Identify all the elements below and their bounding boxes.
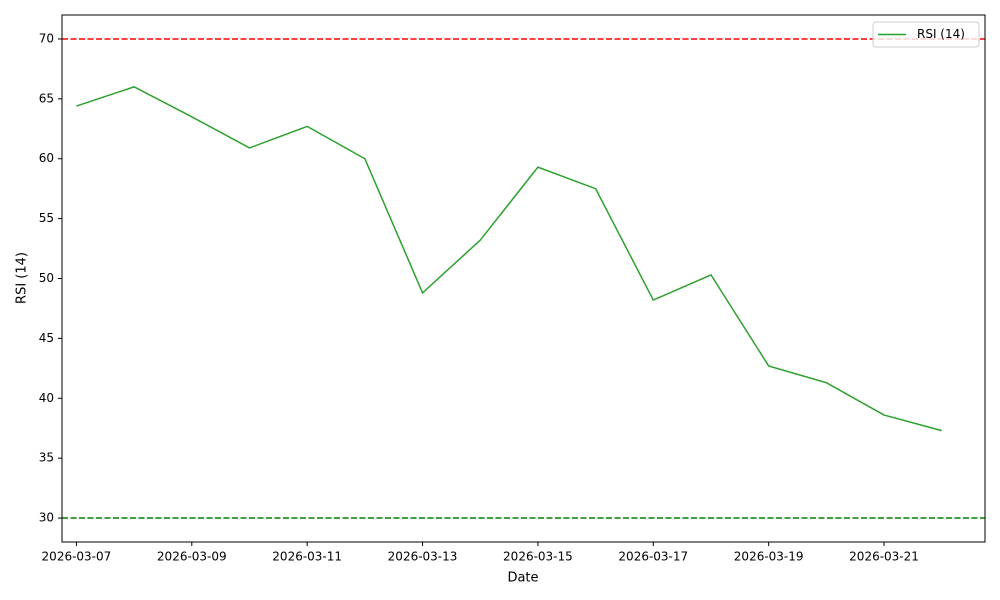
x-tick-label: 2026-03-19	[734, 550, 804, 564]
x-tick-label: 2026-03-15	[503, 550, 573, 564]
y-tick-label: 65	[39, 91, 54, 105]
y-tick-label: 60	[39, 151, 54, 165]
y-tick-label: 30	[39, 511, 54, 525]
legend-box	[872, 21, 980, 48]
x-tick-label: 2026-03-07	[42, 550, 112, 564]
x-axis-label: Date	[507, 571, 538, 586]
y-tick-label: 70	[39, 31, 54, 45]
y-tick-label: 50	[39, 271, 54, 285]
y-tick-label: 45	[39, 331, 54, 345]
y-axis-label: RSI (14)	[15, 252, 30, 304]
legend-label: RSI (14)	[917, 27, 965, 41]
y-tick-label: 35	[39, 451, 54, 465]
series-line	[76, 86, 942, 432]
x-tick-label: 2026-03-11	[272, 550, 342, 564]
x-tick-label: 2026-03-17	[618, 550, 688, 564]
plot-frame	[61, 14, 986, 543]
x-tick-label: 2026-03-21	[849, 550, 919, 564]
y-tick-label: 40	[39, 391, 54, 405]
x-tick-label: 2026-03-13	[388, 550, 458, 564]
x-tick-label: 2026-03-09	[157, 550, 227, 564]
y-tick-label: 55	[39, 211, 54, 225]
